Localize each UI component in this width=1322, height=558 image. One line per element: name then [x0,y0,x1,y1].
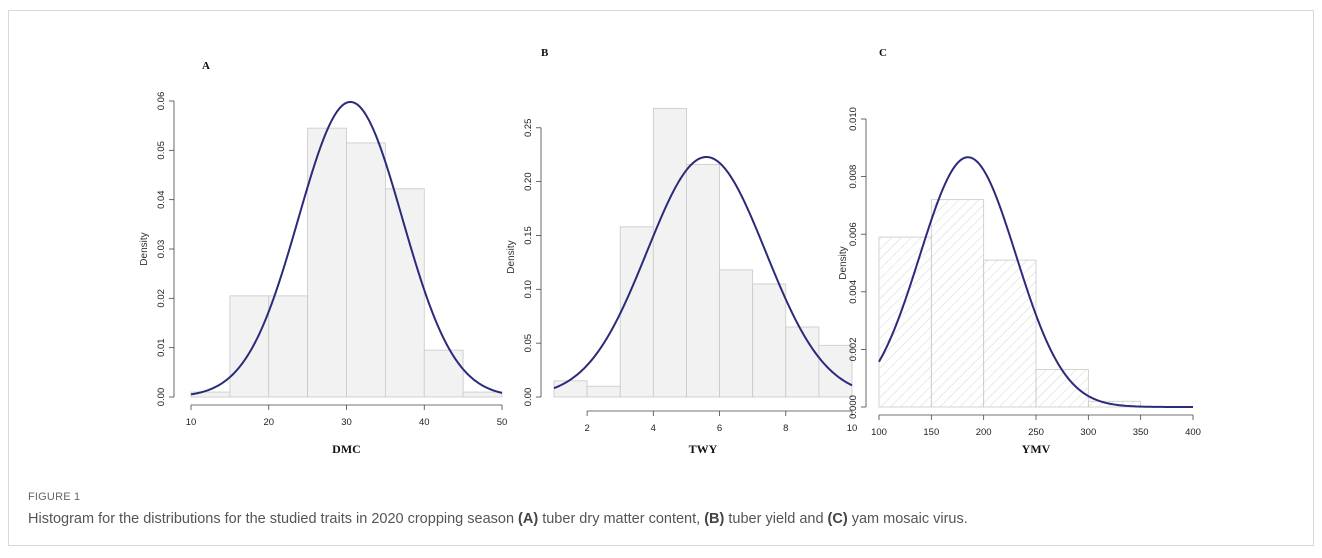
x-tick-label: 2 [584,423,589,434]
caption-tag-a: (A) [518,511,539,527]
x-axis-title: TWY [689,442,718,456]
x-tick-label: 6 [717,423,722,434]
y-axis-title: Density [506,240,517,273]
y-tick-label: 0.002 [848,338,859,362]
chart-panel-c: C 100 150 200 250 300 350 400 YMV 0.000 0.002 0.004… [838,47,1201,456]
x-tick-label: 200 [976,427,992,438]
y-tick-label: 0.00 [156,388,167,407]
histogram-bar [818,344,853,398]
y-tick-label: 0.25 [523,119,534,137]
y-axis-title: Density [838,246,849,279]
y-tick-label: 0.01 [156,338,167,357]
histogram-bar [930,199,985,408]
y-axis-title: Density [139,232,150,265]
x-tick-label: 400 [1185,427,1201,438]
x-tick-label: 300 [1080,427,1096,438]
x-tick-label: 30 [341,417,352,428]
histogram-bar [752,283,787,398]
y-tick-label: 0.008 [848,165,859,189]
histogram-bar [462,391,503,398]
caption-tag-c: (C) [827,511,848,527]
x-axis-title: YMV [1022,442,1051,456]
histogram-bar [384,188,425,398]
x-tick-label: 150 [923,427,939,438]
figure-label: FIGURE 1 [28,491,81,503]
y-tick-label: 0.04 [156,190,167,209]
caption-part-b: tuber yield and [728,511,824,527]
x-axis-title: DMC [332,442,361,456]
x-tick-label: 100 [871,427,887,438]
density-curve [878,156,1194,408]
histogram-bar [878,236,932,408]
y-tick-label: 0.06 [156,92,167,111]
caption-part-a: tuber dry matter content, [542,511,701,527]
y-tick-label: 0.006 [848,222,859,246]
histogram-bar [785,326,820,398]
x-tick-label: 250 [1028,427,1044,438]
y-tick-label: 0.004 [848,280,859,304]
histogram-bar [619,226,654,398]
chart-panel-b: B 2 4 6 8 10 TWY 0.00 0.05 0.10 0.15 0.20 0.25 Densit… [506,47,857,456]
y-tick-label: 0.15 [523,226,534,245]
y-tick-label: 0.05 [523,334,534,353]
y-tick-label: 0.03 [156,240,167,259]
x-tick-label: 4 [651,423,656,434]
histogram-bar [423,349,464,398]
x-tick-label: 10 [186,417,197,428]
caption-part-c: yam mosaic virus. [851,511,968,527]
figure-caption: Histogram for the distributions for the … [28,511,1318,527]
figure-svg: A 10 20 30 40 50 DMC 0.00 0.01 0.02 0.03 0.04 0.05 0.… [139,47,1201,456]
histogram-bar [652,107,687,398]
y-tick-label: 0.20 [523,172,534,191]
histogram-bar [346,142,386,398]
y-tick-label: 0.10 [523,280,534,299]
histogram-bar [1035,369,1089,408]
y-tick-label: 0.000 [848,395,859,419]
y-tick-label: 0.05 [156,141,167,160]
x-tick-label: 40 [419,417,430,428]
y-tick-label: 0.010 [848,107,859,131]
x-tick-label: 350 [1133,427,1149,438]
panel-letter: B [541,47,549,59]
chart-panel-a: A 10 20 30 40 50 DMC 0.00 0.01 0.02 0.03 0.04 0.05 0.… [139,60,507,456]
x-tick-label: 10 [847,423,858,434]
y-tick-label: 0.00 [523,388,534,407]
histogram-bar [553,380,588,398]
caption-intro: Histogram for the distributions for the … [28,511,515,527]
histogram-bar [719,269,754,398]
histogram-bar [983,259,1037,408]
histogram-bar [229,295,270,398]
panel-letter: C [879,47,887,59]
histogram-bar [686,163,720,398]
figure-frame: A 10 20 30 40 50 DMC 0.00 0.01 0.02 0.03 0.04 0.05 0.… [8,10,1314,546]
histogram-bar [268,295,309,398]
panel-letter: A [202,60,210,72]
caption-tag-b: (B) [704,511,725,527]
x-tick-label: 8 [783,423,788,434]
density-curve [553,155,853,390]
y-tick-label: 0.02 [156,289,167,308]
histogram-bar [586,385,621,398]
density-curve [190,100,503,396]
x-tick-label: 50 [497,417,508,428]
x-tick-label: 20 [263,417,274,428]
